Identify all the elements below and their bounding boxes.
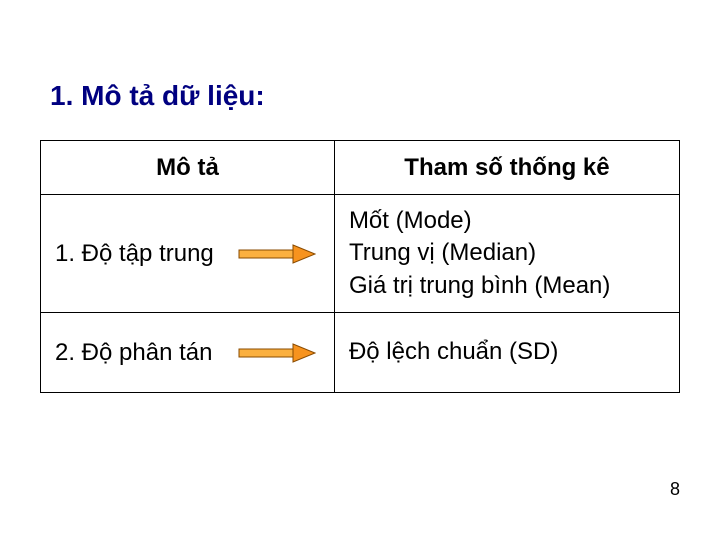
description-table: Mô tả Tham số thống kê 1. Độ tập trung M… bbox=[40, 140, 680, 393]
table-header-row: Mô tả Tham số thống kê bbox=[41, 141, 680, 195]
row1-left-text: 1. Độ tập trung bbox=[55, 240, 214, 267]
table-row: 1. Độ tập trung Mốt (Mode) Trung vị (Med… bbox=[41, 195, 680, 313]
cell-right-1: Mốt (Mode) Trung vị (Median) Giá trị tru… bbox=[334, 195, 679, 313]
cell-right-2: Độ lệch chuẩn (SD) bbox=[334, 313, 679, 393]
arrow-icon bbox=[238, 342, 316, 364]
row1-right-line2: Trung vị (Median) bbox=[349, 237, 665, 269]
slide: 1. Mô tả dữ liệu: Mô tả Tham số thống kê… bbox=[0, 0, 720, 540]
row1-right-line3: Giá trị trung bình (Mean) bbox=[349, 270, 665, 302]
page-number: 8 bbox=[670, 479, 680, 500]
row2-right-line1: Độ lệch chuẩn (SD) bbox=[349, 336, 665, 368]
arrow-icon bbox=[238, 243, 316, 265]
header-right: Tham số thống kê bbox=[334, 141, 679, 195]
header-left: Mô tả bbox=[41, 141, 335, 195]
row2-left-text: 2. Độ phân tán bbox=[55, 339, 212, 366]
cell-left-1: 1. Độ tập trung bbox=[41, 195, 335, 313]
table-row: 2. Độ phân tán Độ lệch chuẩn (SD) bbox=[41, 313, 680, 393]
slide-title: 1. Mô tả dữ liệu: bbox=[50, 80, 265, 112]
cell-left-2: 2. Độ phân tán bbox=[41, 313, 335, 393]
row1-right-line1: Mốt (Mode) bbox=[349, 205, 665, 237]
